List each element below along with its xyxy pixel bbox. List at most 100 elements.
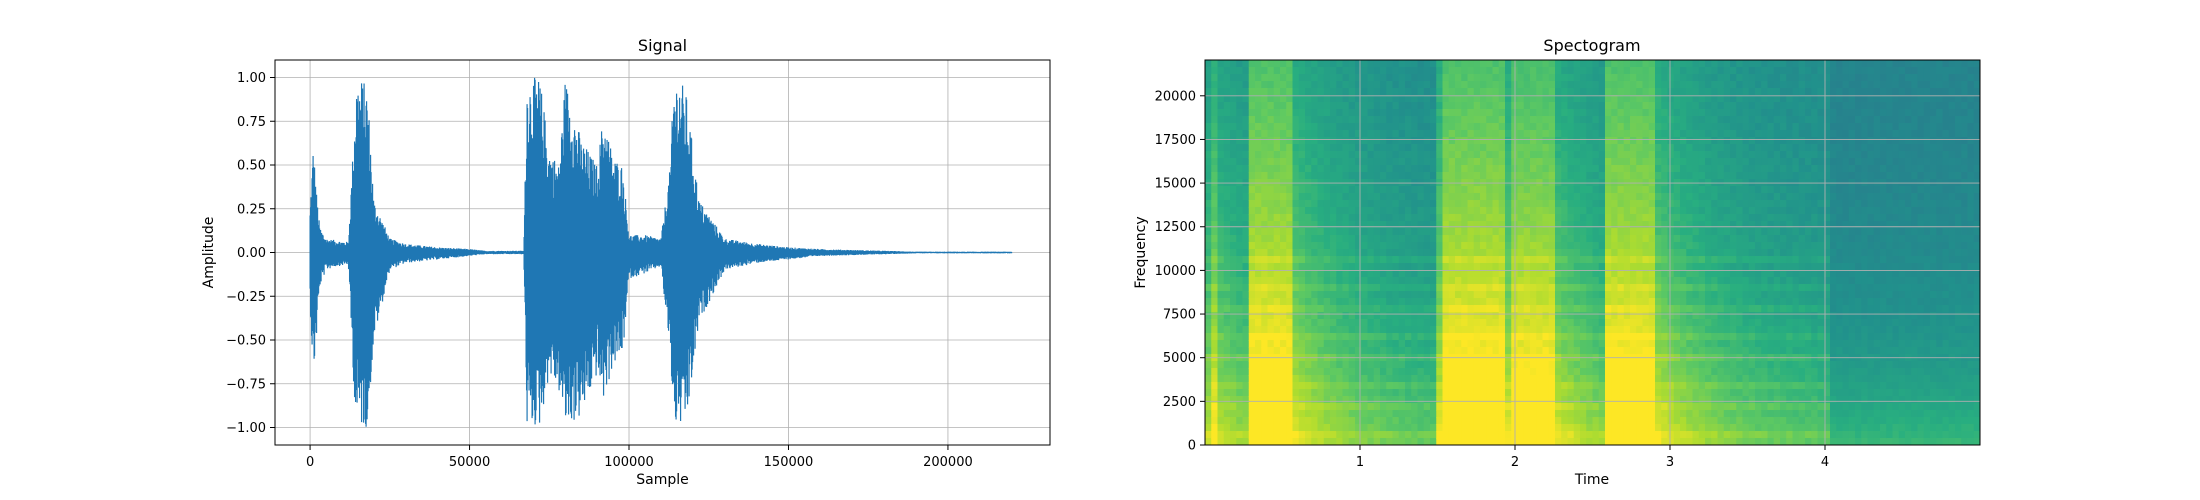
spectrogram-cell	[1330, 305, 1337, 313]
spectrogram-cell	[1555, 382, 1562, 390]
spectrogram-cell	[1230, 137, 1237, 145]
spectrogram-cell	[1667, 438, 1675, 445]
spectrogram-cell	[1530, 389, 1537, 397]
spectrogram-cell	[1573, 74, 1581, 82]
spectrogram-cell	[1305, 319, 1312, 327]
spectrogram-cell	[1730, 242, 1737, 250]
spectrogram-cell	[1498, 67, 1506, 75]
spectrogram-cell	[1292, 291, 1300, 299]
spectrogram-cell	[1717, 88, 1725, 96]
spectrogram-cell	[1411, 214, 1419, 222]
spectrogram-cell	[1430, 186, 1437, 194]
spectrogram-cell	[1392, 172, 1400, 180]
spectrogram-cell	[1623, 74, 1631, 82]
spectrogram-cell	[1298, 102, 1306, 110]
spectrogram-cell	[1680, 123, 1687, 131]
spectrogram-cell	[1298, 347, 1306, 355]
spectrogram-cell	[1686, 158, 1694, 166]
spectrogram-cell	[1467, 165, 1475, 173]
spectrogram-cell	[1205, 410, 1212, 418]
spectrogram-cell	[1636, 270, 1644, 278]
spectrogram-cell	[1742, 172, 1750, 180]
spectrogram-cell	[1486, 207, 1494, 215]
spectrogram-cell	[1255, 249, 1262, 257]
spectrogram-cell	[1673, 67, 1681, 75]
spectrogram-cell	[1273, 431, 1281, 439]
spectrogram-cell	[1567, 109, 1575, 117]
spectrogram-cell	[1411, 200, 1419, 208]
spectrogram-cell	[1611, 396, 1619, 404]
spectrogram-cell	[1742, 214, 1750, 222]
spectrogram-cell	[1680, 88, 1687, 96]
spectrogram-column	[1586, 60, 1594, 445]
spectrogram-cell	[1255, 410, 1262, 418]
spectrogram-cell	[1586, 417, 1594, 425]
spectrogram-cell	[1555, 368, 1562, 376]
spectrogram-cell	[1661, 186, 1669, 194]
spectrogram-cell	[1730, 277, 1737, 285]
spectrogram-cell	[1617, 151, 1625, 159]
spectrogram-cell	[1523, 277, 1531, 285]
spectrogram-cell	[1230, 109, 1237, 117]
spectrogram-cell	[1267, 151, 1275, 159]
spectrogram-cell	[1286, 130, 1294, 138]
spectrogram-cell	[1748, 298, 1756, 306]
spectrogram-cell	[1223, 95, 1231, 103]
spectrogram-cell	[1623, 102, 1631, 110]
spectrogram-cell	[1711, 277, 1719, 285]
spectrogram-cell	[1230, 424, 1237, 432]
spectrogram-cell	[1398, 333, 1406, 341]
spectrogram-cell	[1661, 382, 1669, 390]
spectrogram-cell	[1417, 263, 1425, 271]
spectrogram-column	[1336, 60, 1344, 445]
spectrogram-cell	[1467, 221, 1475, 229]
spectrogram-cell	[1380, 431, 1387, 439]
spectrogram-cell	[1211, 60, 1219, 68]
spectrogram-cell	[1680, 389, 1687, 397]
spectrogram-cell	[1542, 158, 1550, 166]
spectrogram-cell	[1473, 319, 1481, 327]
spectrogram-column	[1367, 60, 1375, 445]
spectrogram-cell	[1392, 277, 1400, 285]
spectrogram-cell	[1705, 60, 1712, 68]
spectrogram-cell	[1648, 81, 1656, 89]
spectrogram-cell	[1223, 88, 1231, 96]
spectrogram-cell	[1355, 298, 1362, 306]
spectrogram-cell	[1411, 347, 1419, 355]
spectrogram-cell	[1692, 95, 1700, 103]
spectrogram-cell	[1311, 214, 1319, 222]
spectrogram-cell	[1217, 116, 1225, 124]
spectrogram-cell	[1273, 396, 1281, 404]
spectrogram-cell	[1567, 403, 1575, 411]
spectrogram-cell	[1636, 88, 1644, 96]
spectrogram-cell	[1348, 403, 1356, 411]
spectrogram-cell	[1492, 431, 1500, 439]
spectrogram-cell	[1567, 333, 1575, 341]
spectrogram-cell	[1573, 172, 1581, 180]
spectrogram-cell	[1530, 256, 1537, 264]
spectrogram-cell	[1205, 165, 1212, 173]
spectrogram-cell	[1736, 116, 1744, 124]
spectrogram-cell	[1630, 67, 1637, 75]
spectrogram-cell	[1311, 109, 1319, 117]
spectrogram-cell	[1486, 382, 1494, 390]
spectrogram-cell	[1342, 326, 1350, 334]
spectrogram-cell	[1586, 305, 1594, 313]
spectrogram-cell	[1292, 67, 1300, 75]
spectrogram-cell	[1505, 438, 1512, 445]
spectrogram-cell	[1642, 130, 1650, 138]
spectrogram-cell	[1473, 130, 1481, 138]
spectrogram-cell	[1742, 249, 1750, 257]
spectrogram-cell	[1667, 214, 1675, 222]
spectrogram-cell	[1755, 95, 1762, 103]
spectrogram-cell	[1430, 88, 1437, 96]
spectrogram-cell	[1436, 137, 1444, 145]
spectrogram-cell	[1298, 123, 1306, 131]
spectrogram-cell	[1492, 221, 1500, 229]
spectrogram-cell	[1392, 95, 1400, 103]
spectrogram-cell	[1286, 81, 1294, 89]
spectrogram-cell	[1248, 228, 1256, 236]
spectrogram-cell	[1342, 396, 1350, 404]
spectrogram-cell	[1586, 424, 1594, 432]
spectrogram-cell	[1292, 326, 1300, 334]
